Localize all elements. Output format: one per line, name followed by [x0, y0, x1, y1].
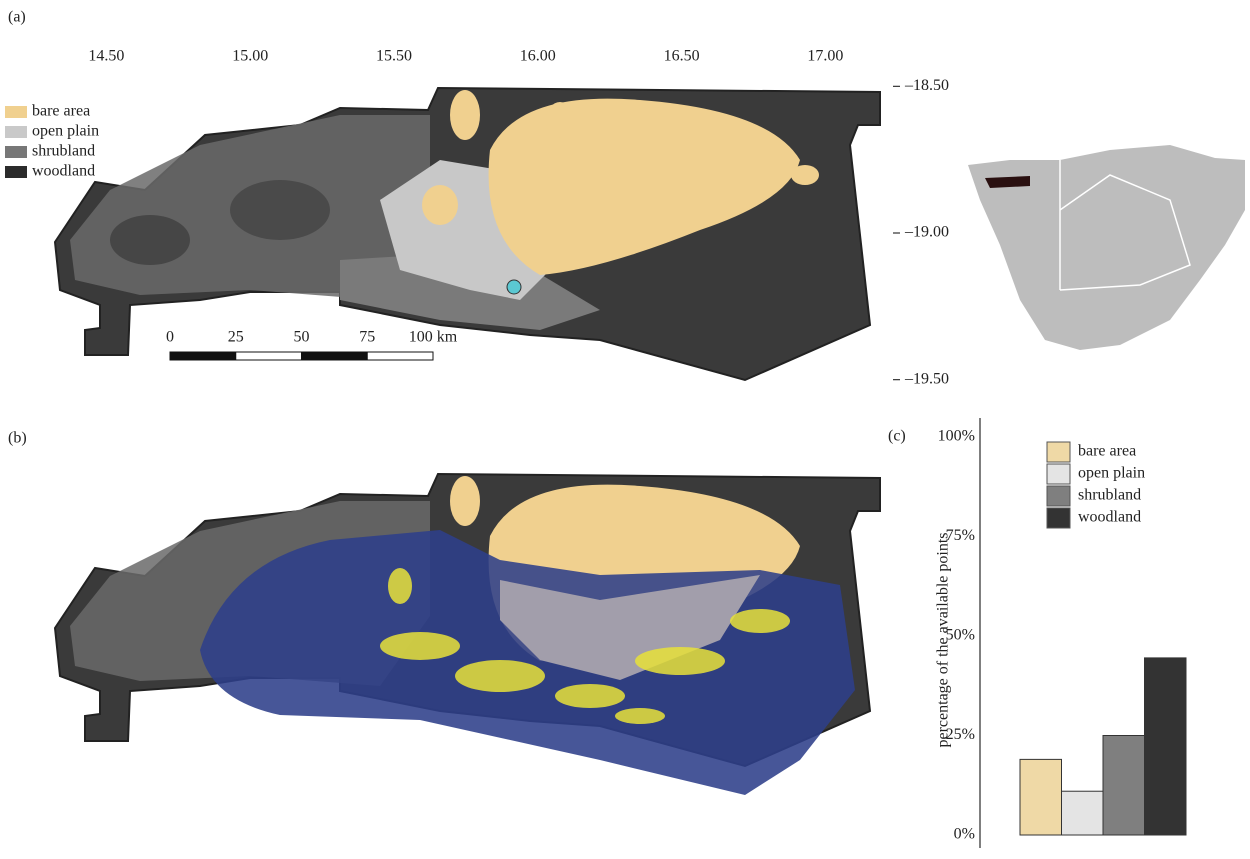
- bar: [1144, 657, 1187, 836]
- scale-label: 50: [294, 329, 310, 346]
- legend-label: woodland: [1078, 509, 1141, 526]
- y-tick-label: –19.50: [904, 370, 949, 387]
- panel-label: (a): [8, 9, 26, 26]
- y-tick-label: 0%: [954, 826, 975, 843]
- map-b: [54, 473, 881, 795]
- legend-swatch: [1046, 463, 1071, 485]
- legend-label: shrubland: [1078, 487, 1141, 504]
- legend-swatch: [5, 166, 27, 178]
- x-tick-label: 14.50: [88, 48, 124, 65]
- legend-label: woodland: [32, 163, 95, 180]
- legend-swatch: [5, 126, 27, 138]
- y-tick-label: –18.50: [904, 77, 949, 94]
- scale-segment: [301, 351, 368, 361]
- legend-swatch: [1046, 485, 1071, 507]
- y-tick-label: –19.00: [904, 224, 949, 241]
- y-axis-label: percentage of the available points: [935, 532, 952, 747]
- x-tick-label: 15.00: [232, 48, 268, 65]
- x-tick-label: 16.50: [664, 48, 700, 65]
- bar: [1102, 735, 1145, 836]
- x-tick-label: 16.00: [520, 48, 556, 65]
- legend-label: open plain: [32, 123, 99, 140]
- legend-label: bare area: [1078, 443, 1136, 460]
- y-tick-label: 75%: [946, 527, 975, 544]
- panel-label: (b): [8, 430, 27, 447]
- map-a: [54, 87, 881, 381]
- legend-swatch: [1046, 507, 1071, 529]
- x-tick-label: 15.50: [376, 48, 412, 65]
- scale-label: 100 km: [409, 329, 458, 346]
- legend-swatch: [5, 146, 27, 158]
- scale-segment: [235, 351, 302, 361]
- inset-map: [968, 145, 1245, 350]
- legend-label: shrubland: [32, 143, 95, 160]
- y-tick-label: 50%: [946, 627, 975, 644]
- scale-label: 25: [228, 329, 244, 346]
- bar: [1061, 790, 1104, 836]
- scale-label: 0: [166, 329, 174, 346]
- legend-label: open plain: [1078, 465, 1145, 482]
- scale-label: 75: [359, 329, 375, 346]
- x-tick-label: 17.00: [807, 48, 843, 65]
- scale-segment: [366, 351, 434, 361]
- bar: [1019, 758, 1062, 836]
- legend-swatch: [1046, 441, 1071, 463]
- y-tick-label: 100%: [938, 428, 975, 445]
- panel-label: (c): [888, 428, 906, 445]
- legend-label: bare area: [32, 103, 90, 120]
- y-tick-label: 25%: [946, 726, 975, 743]
- legend-swatch: [5, 106, 27, 118]
- scale-segment: [169, 351, 237, 361]
